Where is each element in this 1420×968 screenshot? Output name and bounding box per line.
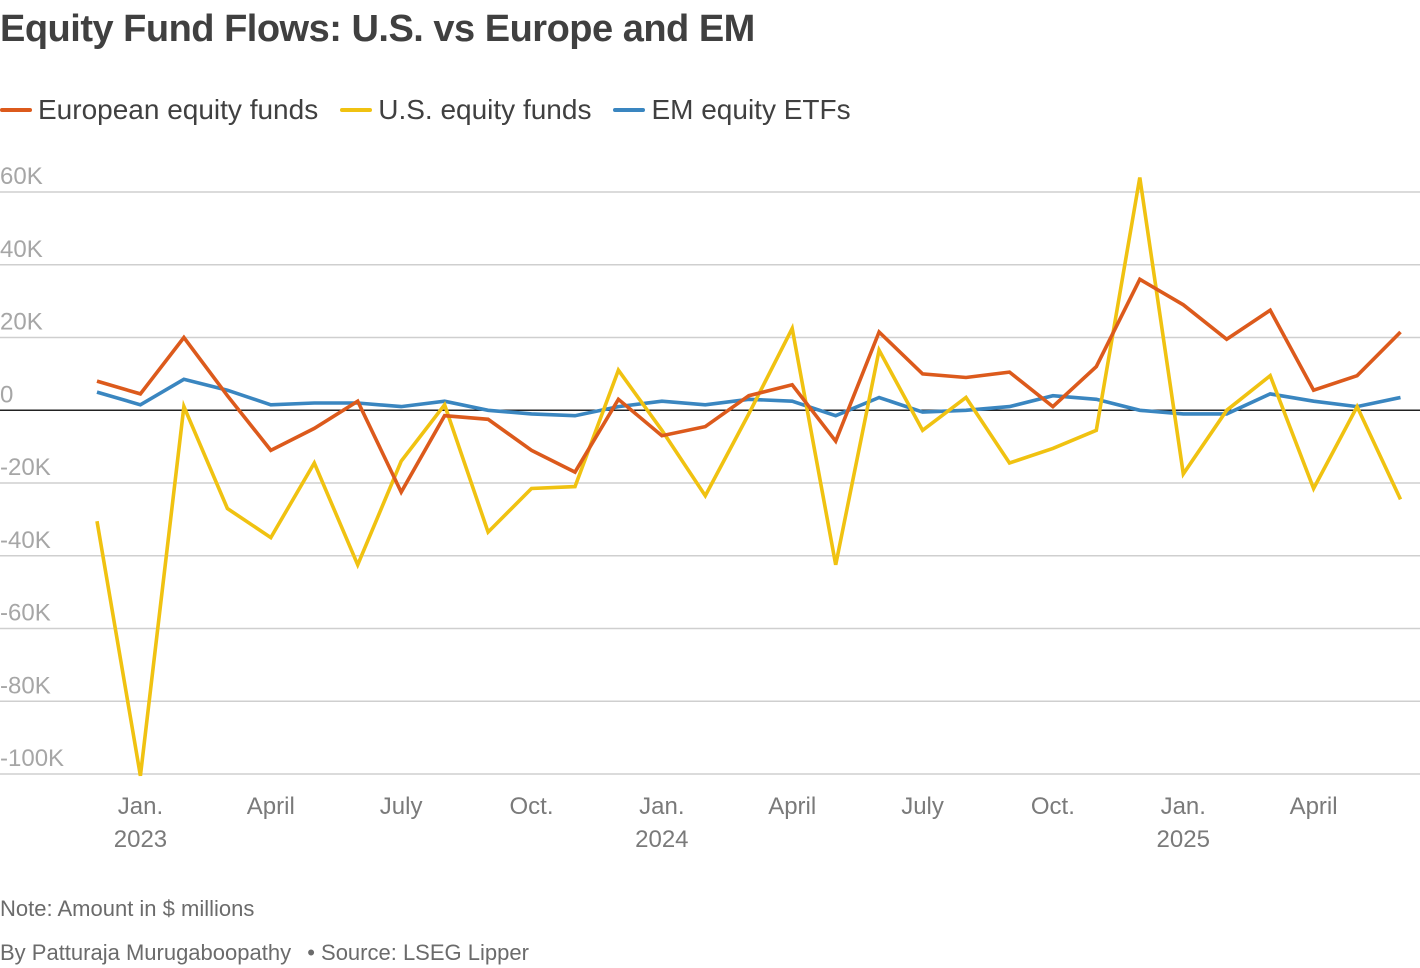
source: • Source: LSEG Lipper [307,940,529,965]
legend-swatch-european [0,108,32,112]
legend-item-us: U.S. equity funds [340,94,591,126]
x-tick-year-label: 2023 [114,826,167,853]
x-tick-label: April [1290,793,1338,820]
series-line-us-equity-funds [95,177,1403,777]
y-tick-label: 40K [0,236,43,263]
x-tick-year-label: 2025 [1157,826,1210,853]
x-tick-year-label: 2024 [635,826,688,853]
x-tick-label: Jan. [639,793,684,820]
chart-title: Equity Fund Flows: U.S. vs Europe and EM [0,8,755,50]
y-tick-label: -40K [0,527,51,554]
y-axis-labels: 60K 40K 20K 0 -20K -40K -60K -80K -100K [0,163,64,772]
y-tick-label: -20K [0,454,51,481]
x-tick-label: Oct. [1031,793,1075,820]
x-tick-label: Jan. [1161,793,1206,820]
legend: European equity funds U.S. equity funds … [0,94,873,126]
y-tick-label: 20K [0,309,43,336]
legend-item-european: European equity funds [0,94,318,126]
grid-lines [0,191,1420,775]
x-tick-label: July [380,793,423,820]
series-lines [95,177,1403,777]
legend-item-em: EM equity ETFs [613,94,851,126]
x-axis-labels: Jan. 2023 April July Oct. Jan. 2024 April July Oc… [114,793,1338,853]
footnote: Note: Amount in $ millions [0,896,255,921]
legend-swatch-us [340,108,373,112]
x-tick-label: April [247,793,295,820]
series-line-european-equity-funds [96,276,1402,496]
y-tick-label: 0 [0,381,13,408]
y-tick-label: -100K [0,745,64,772]
byline: By Patturaja Murugaboopathy [0,940,292,965]
x-tick-label: Oct. [509,793,553,820]
y-tick-label: -60K [0,600,51,627]
x-tick-label: April [768,793,816,820]
y-tick-label: 60K [0,163,43,190]
legend-label-us: U.S. equity funds [378,94,592,125]
y-tick-label: -80K [0,672,51,699]
series-line-em-equity-etfs [96,377,1401,418]
x-tick-label: Jan. [118,793,163,820]
x-tick-label: July [901,793,944,820]
legend-swatch-em [613,108,646,112]
credit-line: By Patturaja Murugaboopathy • Source: LS… [0,940,539,966]
legend-label-em: EM equity ETFs [651,94,851,125]
legend-label-european: European equity funds [38,94,319,125]
